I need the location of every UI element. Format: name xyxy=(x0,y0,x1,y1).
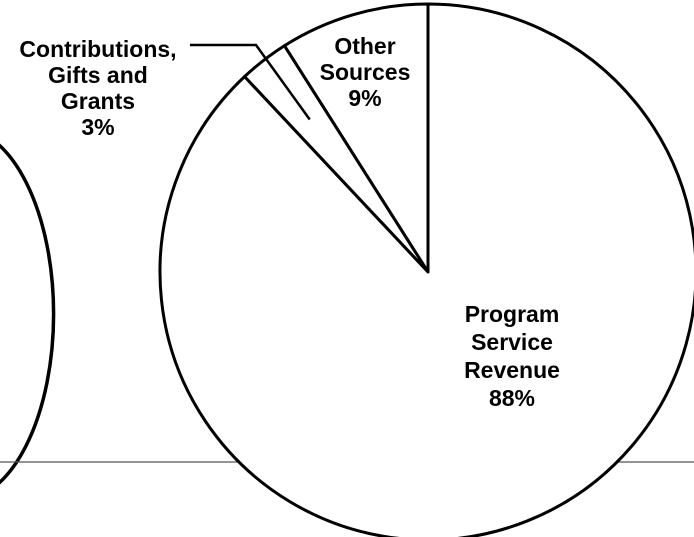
pie-slices xyxy=(158,2,694,537)
slice-label-line: Other xyxy=(334,33,395,59)
slice-label-line: Contributions, xyxy=(19,36,176,62)
slice-label-line: Revenue xyxy=(464,357,560,383)
adjacent-pie-outline xyxy=(0,143,56,485)
pie-slice-2 xyxy=(158,2,694,537)
slice-labels: Other Sources 9% Contributions, Gifts and Gra… xyxy=(19,33,560,411)
slice-label-line: Sources xyxy=(320,59,411,85)
slice-label-line: 9% xyxy=(348,85,381,111)
slice-label-line: 3% xyxy=(81,114,114,140)
slice-label-line: Grants xyxy=(61,88,135,114)
slice-label-line: 88% xyxy=(489,385,535,411)
slice-label-2: Program Service Revenue 88% xyxy=(464,301,560,411)
leader-line-contributions xyxy=(190,43,311,121)
pie-slice-0 xyxy=(282,2,430,274)
slice-label-line: Program xyxy=(465,301,560,327)
slice-label-0: Other Sources 9% xyxy=(320,33,411,111)
leader-lines xyxy=(190,43,311,121)
slice-label-line: Gifts and xyxy=(48,62,148,88)
slice-label-1: Contributions, Gifts and Grants 3% xyxy=(19,36,176,140)
slice-label-line: Service xyxy=(471,329,553,355)
